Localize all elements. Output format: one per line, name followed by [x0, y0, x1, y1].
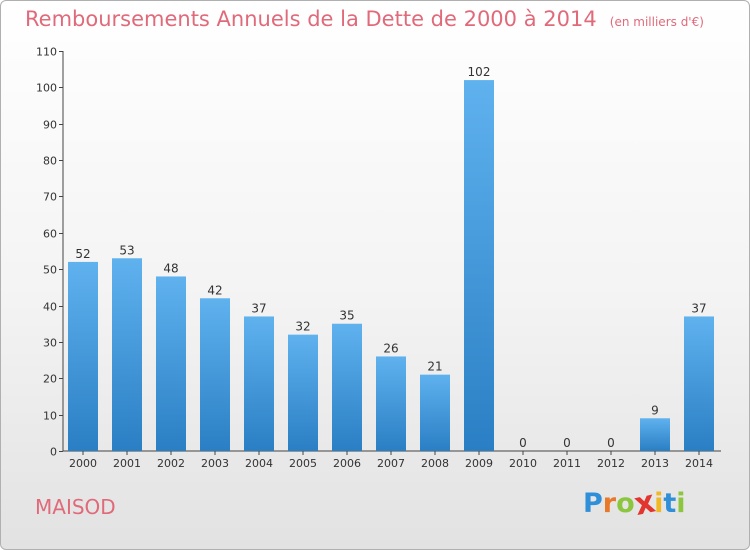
x-tick-label: 2005	[289, 457, 317, 470]
data-label: 48	[163, 261, 178, 275]
x-tick-label: 2001	[113, 457, 141, 470]
bar	[112, 258, 142, 451]
y-tick-label: 20	[43, 373, 57, 386]
data-label: 0	[563, 436, 571, 450]
data-label: 53	[119, 243, 134, 257]
bar	[684, 316, 714, 451]
bar	[200, 298, 230, 451]
x-tick-label: 2012	[597, 457, 625, 470]
chart-title: Remboursements Annuels de la Dette de 20…	[25, 7, 597, 31]
data-label: 32	[295, 320, 310, 334]
logo-letter: P	[583, 488, 603, 519]
y-tick-label: 40	[43, 301, 57, 314]
x-tick-label: 2004	[245, 457, 273, 470]
chart-unit: (en milliers d'€)	[609, 15, 704, 29]
x-tick-label: 2003	[201, 457, 229, 470]
y-tick-label: 90	[43, 119, 57, 132]
logo-letter: o	[616, 488, 635, 519]
logo-letter: i	[676, 488, 686, 519]
y-tick-label: 100	[36, 82, 57, 95]
x-tick-label: 2006	[333, 457, 361, 470]
x-tick-label: 2010	[509, 457, 537, 470]
chart-header: Remboursements Annuels de la Dette de 20…	[25, 7, 704, 31]
bar	[244, 316, 274, 451]
y-tick-label: 0	[50, 446, 57, 459]
data-label: 42	[207, 283, 222, 297]
y-tick-label: 30	[43, 337, 57, 350]
bar	[420, 374, 450, 451]
y-tick-label: 70	[43, 191, 57, 204]
x-tick-label: 2008	[421, 457, 449, 470]
y-tick-label: 50	[43, 264, 57, 277]
y-tick-label: 80	[43, 155, 57, 168]
bar	[640, 418, 670, 451]
x-tick-label: 2007	[377, 457, 405, 470]
bar	[376, 356, 406, 451]
bar	[156, 276, 186, 451]
y-tick-label: 60	[43, 228, 57, 241]
commune-name: MAISOD	[35, 495, 116, 519]
logo-letter: i	[654, 488, 664, 519]
data-label: 0	[607, 436, 615, 450]
data-label: 0	[519, 436, 527, 450]
x-tick-label: 2014	[685, 457, 713, 470]
data-label: 9	[651, 403, 659, 417]
x-tick-label: 2009	[465, 457, 493, 470]
data-label: 37	[691, 301, 706, 315]
proxiti-logo[interactable]: Proxiti	[583, 484, 686, 523]
data-label: 26	[383, 341, 398, 355]
x-tick-label: 2011	[553, 457, 581, 470]
bar	[464, 80, 494, 451]
x-tick-label: 2013	[641, 457, 669, 470]
data-label: 37	[251, 301, 266, 315]
y-tick-label: 10	[43, 410, 57, 423]
bar	[332, 323, 362, 451]
bar	[68, 261, 98, 451]
x-tick-label: 2002	[157, 457, 185, 470]
bar	[288, 334, 318, 451]
data-label: 35	[339, 309, 354, 323]
y-tick-label: 110	[36, 46, 57, 59]
data-label: 21	[427, 360, 442, 374]
x-tick-label: 2000	[69, 457, 97, 470]
data-label: 102	[468, 65, 491, 79]
logo-letter: t	[663, 488, 677, 519]
logo-letter: r	[602, 488, 617, 519]
data-label: 52	[75, 247, 90, 261]
